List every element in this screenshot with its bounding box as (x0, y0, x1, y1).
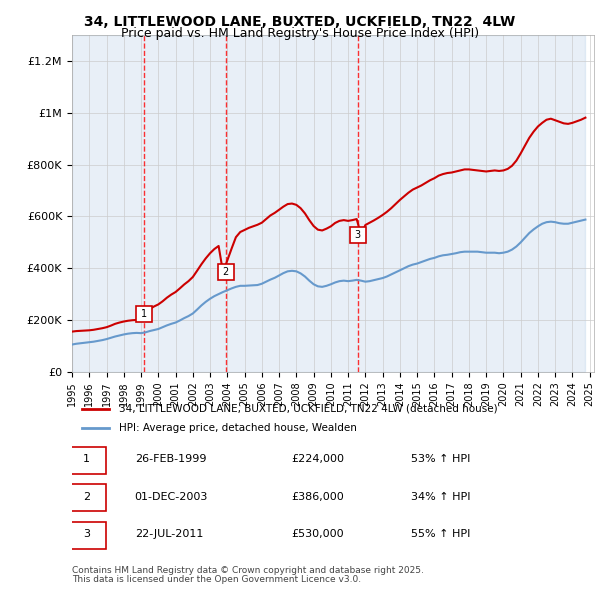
Text: This data is licensed under the Open Government Licence v3.0.: This data is licensed under the Open Gov… (72, 575, 361, 584)
Text: 2: 2 (83, 491, 90, 502)
Text: 1: 1 (140, 309, 147, 319)
FancyBboxPatch shape (67, 484, 106, 512)
Text: 34, LITTLEWOOD LANE, BUXTED, UCKFIELD, TN22 4LW (detached house): 34, LITTLEWOOD LANE, BUXTED, UCKFIELD, T… (119, 404, 497, 414)
Text: 26-FEB-1999: 26-FEB-1999 (134, 454, 206, 464)
Text: £530,000: £530,000 (291, 529, 344, 539)
FancyBboxPatch shape (67, 447, 106, 474)
Text: 01-DEC-2003: 01-DEC-2003 (134, 491, 208, 502)
Text: 53% ↑ HPI: 53% ↑ HPI (412, 454, 470, 464)
Text: 1: 1 (83, 454, 90, 464)
Text: £224,000: £224,000 (291, 454, 344, 464)
Text: 3: 3 (83, 529, 90, 539)
FancyBboxPatch shape (67, 522, 106, 549)
Text: Contains HM Land Registry data © Crown copyright and database right 2025.: Contains HM Land Registry data © Crown c… (72, 566, 424, 575)
Text: 22-JUL-2011: 22-JUL-2011 (134, 529, 203, 539)
Text: 55% ↑ HPI: 55% ↑ HPI (412, 529, 470, 539)
Text: 3: 3 (355, 230, 361, 240)
Text: HPI: Average price, detached house, Wealden: HPI: Average price, detached house, Weal… (119, 424, 357, 434)
Text: Price paid vs. HM Land Registry's House Price Index (HPI): Price paid vs. HM Land Registry's House … (121, 27, 479, 40)
Text: 2: 2 (223, 267, 229, 277)
Text: 34% ↑ HPI: 34% ↑ HPI (412, 491, 471, 502)
Text: £386,000: £386,000 (291, 491, 344, 502)
Text: 34, LITTLEWOOD LANE, BUXTED, UCKFIELD, TN22  4LW: 34, LITTLEWOOD LANE, BUXTED, UCKFIELD, T… (85, 15, 515, 29)
